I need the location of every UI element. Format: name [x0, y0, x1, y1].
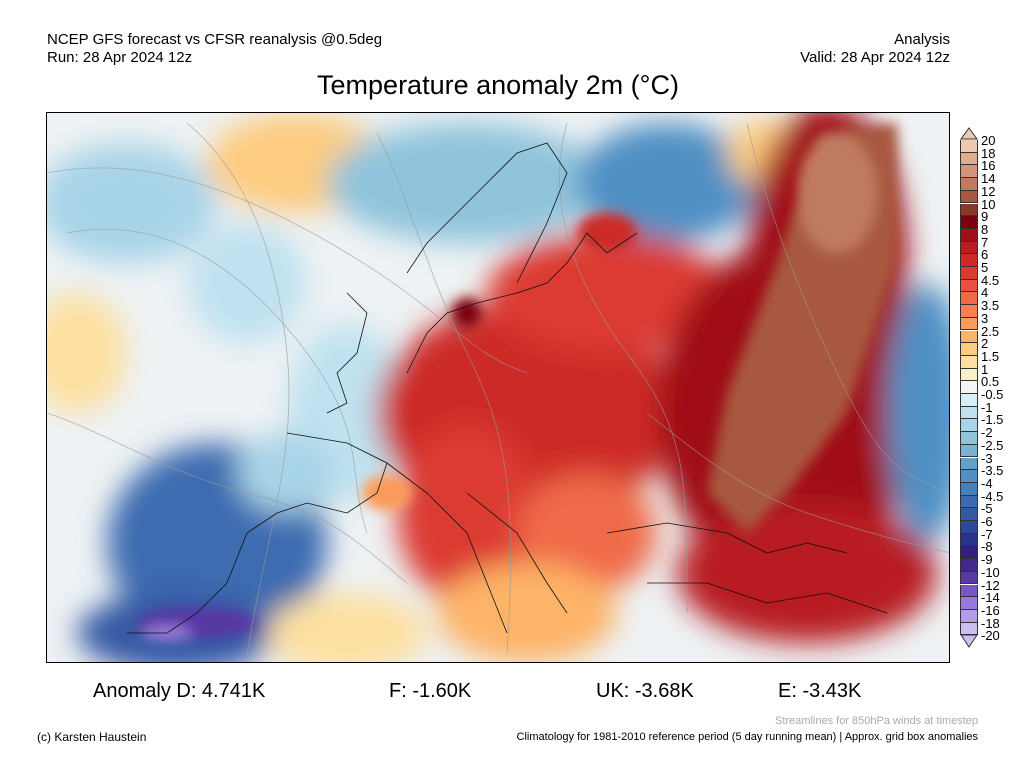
colorbar-segment	[960, 419, 978, 433]
colorbar-tick-label: 16	[981, 158, 996, 174]
anomaly-field	[47, 113, 949, 662]
colorbar-segment	[960, 190, 978, 204]
colorbar-tick-label: 4	[981, 285, 989, 301]
colorbar-tick-label: -2	[981, 425, 993, 441]
colorbar-segment	[960, 584, 978, 598]
colorbar-segment	[960, 597, 978, 610]
colorbar-segment	[960, 508, 978, 521]
colorbar-segment	[960, 495, 978, 509]
colorbar-tick-label: 2.5	[981, 323, 1000, 339]
anomaly-uk: UK: -3.68K	[596, 680, 694, 702]
colorbar-segment	[960, 178, 978, 191]
colorbar-tick-label: 20	[981, 133, 996, 148]
colorbar-segment	[960, 228, 978, 242]
colorbar-segment	[960, 355, 978, 369]
colorbar-tick-label: 6	[981, 247, 989, 263]
colorbar-segment	[960, 368, 978, 382]
analysis-label: Analysis	[894, 31, 950, 48]
colorbar-tick-label: -5	[981, 501, 993, 517]
streamlines	[47, 122, 949, 654]
colorbar-max-arrow	[960, 127, 978, 140]
anomaly-domain: Anomaly D: 4.741K	[93, 680, 266, 702]
colorbar-segment	[960, 203, 978, 217]
colorbar-tick-label: -16	[981, 602, 1000, 618]
colorbar-tick-label: -2.5	[981, 437, 1004, 453]
colorbar-segment	[960, 279, 978, 293]
colorbar-segment	[960, 381, 978, 394]
colorbar-tick-label: -3	[981, 450, 993, 466]
colorbar-tick-label: 12	[981, 183, 996, 199]
colorbar-tick-label: 7	[981, 234, 989, 250]
colorbar-segment	[960, 559, 978, 572]
streamlines-note: Streamlines for 850hPa winds at timestep	[775, 715, 978, 727]
coastlines	[127, 142, 888, 634]
colorbar-segment	[960, 546, 978, 560]
colorbar-tick-label: 10	[981, 196, 996, 212]
anomaly-france: F: -1.60K	[389, 680, 472, 702]
colorbar-tick-label: 14	[981, 171, 996, 187]
colorbar-tick-label: -4.5	[981, 488, 1004, 504]
colorbar-tick-label: -18	[981, 615, 1000, 631]
colorbar-tick-label: -10	[981, 564, 1000, 580]
colorbar-segment	[960, 444, 978, 458]
colorbar-segment	[960, 165, 978, 179]
colorbar-segment	[960, 571, 978, 585]
colorbar-segment	[960, 305, 978, 318]
valid-info: Analysis Valid: 28 Apr 2024 12z	[800, 31, 950, 67]
colorbar-segment	[960, 457, 978, 471]
colorbar-tick-label: -4	[981, 475, 993, 491]
copyright: (c) Karsten Haustein	[37, 730, 147, 744]
colorbar-tick-label: 3	[981, 310, 989, 326]
colorbar-segment	[960, 406, 978, 420]
colorbar-tick-label: 8	[981, 221, 989, 237]
colorbar-segment	[960, 521, 978, 534]
colorbar-segment	[960, 241, 978, 255]
colorbar-segment	[960, 609, 978, 623]
colorbar-tick-label: 4.5	[981, 272, 1000, 288]
colorbar-segment	[960, 140, 978, 153]
colorbar-segment	[960, 533, 978, 547]
climatology-note: Climatology for 1981-2010 reference peri…	[516, 731, 978, 743]
model-line: NCEP GFS forecast vs CFSR reanalysis @0.…	[47, 31, 383, 48]
colorbar-tick-label: -8	[981, 539, 993, 555]
colorbar-segment	[960, 394, 978, 407]
colorbar-tick-label: 1.5	[981, 348, 1000, 364]
colorbar-tick-label: -12	[981, 577, 1000, 593]
colorbar-tick-label: -20	[981, 628, 1000, 644]
colorbar-segment	[960, 254, 978, 267]
colorbar-segment	[960, 432, 978, 445]
colorbar-segment	[960, 292, 978, 306]
colorbar-tick-label: 1	[981, 361, 989, 377]
colorbar-tick-label: 9	[981, 209, 989, 225]
colorbar-segment	[960, 482, 978, 496]
colorbar-segment	[960, 470, 978, 483]
colorbar-tick-label: -6	[981, 514, 993, 529]
colorbar-tick-label: 5	[981, 260, 989, 275]
model-info: NCEP GFS forecast vs CFSR reanalysis @0.…	[47, 31, 382, 67]
colorbar-tick-label: -14	[981, 590, 1000, 606]
colorbar-tick-label: -1	[981, 399, 993, 415]
colorbar-tick-label: -7	[981, 526, 993, 542]
colorbar-tick-label: 0.5	[981, 374, 1000, 390]
colorbar-segment	[960, 343, 978, 356]
valid-time: Valid: 28 Apr 2024 12z	[800, 49, 950, 66]
colorbar-segment	[960, 216, 978, 229]
run-time: Run: 28 Apr 2024 12z	[47, 49, 193, 66]
colorbar-tick-label: -1.5	[981, 412, 1004, 428]
colorbar-segment	[960, 152, 978, 166]
map-title: Temperature anomaly 2m (°C)	[317, 70, 679, 100]
colorbar-min-arrow	[960, 635, 978, 649]
colorbar-tick-label: -3.5	[981, 463, 1004, 479]
colorbar-tick-label: -9	[981, 552, 993, 568]
colorbar-tick-label: 18	[981, 145, 996, 161]
colorbar-tick-label: 3.5	[981, 298, 1000, 314]
colorbar-segment	[960, 267, 978, 280]
anomaly-germany: E: -3.43K	[778, 680, 862, 702]
colorbar-tick-label: 2	[981, 336, 989, 352]
colorbar-segment	[960, 622, 978, 636]
colorbar-segment	[960, 330, 978, 344]
temperature-anomaly-map	[46, 112, 950, 663]
colorbar-segment	[960, 317, 978, 331]
colorbar-tick-label: -0.5	[981, 387, 1004, 402]
